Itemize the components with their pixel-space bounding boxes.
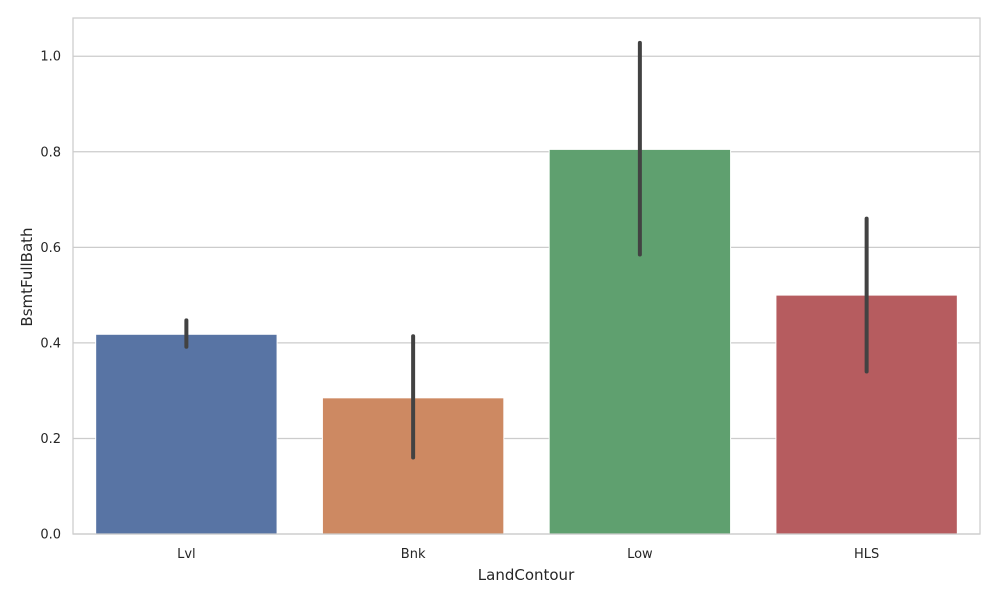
y-tick-labels: 0.0 0.2 0.4 0.6 0.8 1.0	[40, 50, 61, 543]
x-tick-labels: Lvl Bnk Low HLS	[177, 547, 879, 562]
bar-lvl	[95, 333, 278, 535]
x-tick-label: Bnk	[401, 547, 426, 562]
error-bars	[184, 40, 869, 460]
bars	[95, 148, 958, 535]
y-tick-label: 0.4	[40, 336, 61, 351]
x-axis-label: LandContour	[478, 566, 575, 584]
y-tick-label: 0.8	[40, 145, 61, 160]
y-tick-label: 0.2	[40, 432, 61, 447]
y-axis-label: BsmtFullBath	[18, 227, 36, 326]
x-tick-label: Lvl	[177, 547, 196, 562]
y-tick-label: 1.0	[40, 50, 61, 65]
x-tick-label: HLS	[854, 547, 879, 562]
y-tick-label: 0.0	[40, 528, 61, 543]
y-tick-label: 0.6	[40, 241, 61, 256]
plot-frame	[72, 17, 981, 535]
x-tick-label: Low	[627, 547, 653, 562]
